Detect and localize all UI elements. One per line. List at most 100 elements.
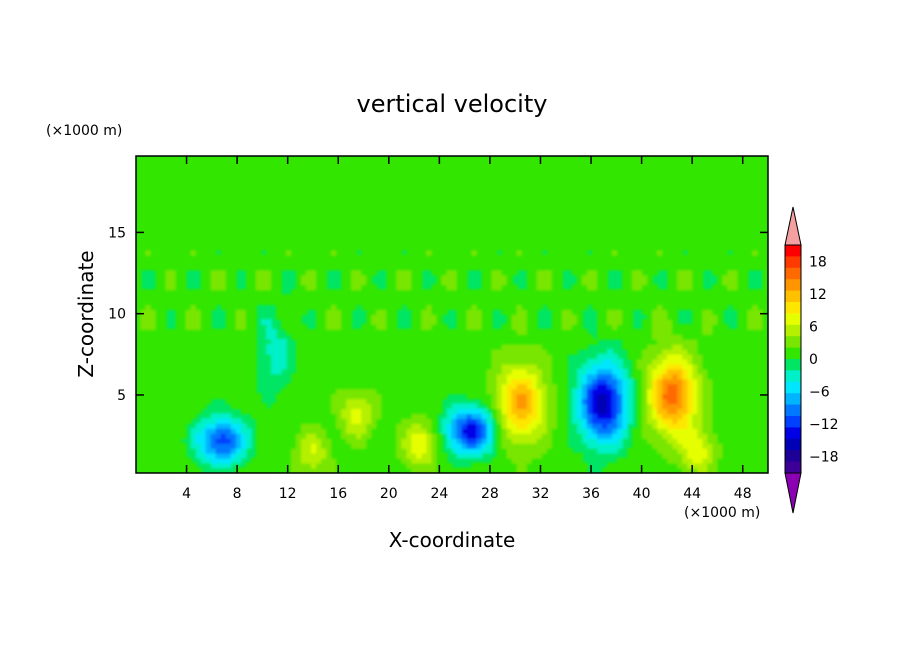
- field-cell: [421, 190, 428, 197]
- field-cell: [416, 343, 423, 350]
- field-cell: [215, 284, 222, 291]
- field-cell: [476, 353, 483, 360]
- field-cell: [210, 422, 217, 429]
- field-cell: [346, 378, 353, 385]
- field-cell: [301, 309, 308, 315]
- field-cell: [296, 462, 303, 469]
- field-cell: [250, 403, 257, 410]
- field-cell: [376, 294, 383, 301]
- field-cell: [311, 383, 318, 390]
- field-cell: [391, 343, 398, 350]
- field-cell: [175, 418, 182, 424]
- field-cell: [235, 457, 242, 464]
- field-cell: [285, 254, 292, 261]
- field-cell: [301, 427, 308, 434]
- field-cell: [321, 467, 328, 473]
- field-cell: [215, 457, 222, 464]
- field-cell: [150, 185, 157, 192]
- field-cell: [551, 224, 558, 231]
- field-cell: [526, 274, 533, 281]
- field-cell: [351, 358, 358, 365]
- field-cell: [336, 205, 343, 211]
- field-cell: [501, 254, 508, 261]
- field-cell: [301, 383, 308, 390]
- field-cell: [371, 318, 378, 325]
- field-cell: [366, 467, 373, 473]
- field-cell: [336, 160, 343, 167]
- field-cell: [240, 403, 247, 410]
- field-cell: [461, 289, 468, 296]
- field-cell: [160, 185, 167, 192]
- field-cell: [516, 358, 523, 365]
- field-cell: [521, 328, 528, 335]
- field-cell: [220, 373, 227, 380]
- field-cell: [431, 318, 438, 325]
- field-cell: [170, 427, 177, 434]
- field-cell: [451, 403, 458, 410]
- field-cell: [366, 185, 373, 192]
- field-cell: [441, 224, 448, 231]
- field-cell: [406, 467, 413, 473]
- field-cell: [491, 343, 498, 350]
- field-cell: [476, 289, 483, 296]
- field-cell: [245, 239, 252, 246]
- field-cell: [136, 467, 142, 473]
- field-cell: [376, 244, 383, 251]
- field-cell: [136, 249, 142, 256]
- field-cell: [356, 393, 363, 400]
- field-cell: [426, 427, 433, 434]
- field-cell: [531, 274, 538, 281]
- field-cell: [546, 467, 553, 473]
- field-cell: [175, 214, 182, 221]
- field-cell: [466, 224, 473, 231]
- field-cell: [491, 209, 498, 216]
- field-cell: [180, 234, 187, 241]
- field-cell: [346, 432, 353, 439]
- field-cell: [466, 309, 473, 315]
- field-cell: [541, 368, 548, 375]
- field-cell: [411, 274, 418, 281]
- field-cell: [346, 338, 353, 345]
- field-cell: [180, 229, 187, 236]
- field-cell: [351, 338, 358, 345]
- field-cell: [270, 422, 277, 429]
- field-cell: [170, 437, 177, 444]
- field-cell: [446, 378, 453, 385]
- field-cell: [170, 393, 177, 400]
- field-cell: [476, 160, 483, 167]
- field-cell: [301, 418, 308, 424]
- field-cell: [476, 239, 483, 246]
- field-cell: [376, 457, 383, 464]
- field-cell: [456, 408, 463, 415]
- field-cell: [225, 309, 232, 315]
- field-cell: [150, 234, 157, 241]
- field-cell: [255, 244, 262, 251]
- field-cell: [441, 338, 448, 345]
- field-cell: [381, 170, 388, 177]
- field-cell: [551, 289, 558, 296]
- field-cell: [145, 378, 152, 385]
- field-cell: [391, 437, 398, 444]
- field-cell: [391, 333, 398, 340]
- field-cell: [336, 408, 343, 415]
- field-cell: [431, 333, 438, 340]
- field-cell: [456, 413, 463, 420]
- field-cell: [190, 200, 197, 207]
- field-cell: [136, 363, 142, 370]
- field-cell: [416, 190, 423, 197]
- field-cell: [526, 259, 533, 266]
- field-cell: [511, 427, 518, 434]
- field-cell: [160, 284, 167, 291]
- field-cell: [331, 229, 338, 236]
- field-cell: [361, 348, 368, 355]
- field-cell: [366, 244, 373, 251]
- field-cell: [311, 447, 318, 454]
- field-cell: [516, 432, 523, 439]
- field-cell: [290, 403, 298, 410]
- field-cell: [371, 284, 378, 291]
- field-cell: [165, 165, 172, 172]
- field-cell: [155, 254, 162, 261]
- field-cell: [311, 437, 318, 444]
- field-cell: [190, 338, 197, 345]
- field-cell: [290, 318, 298, 325]
